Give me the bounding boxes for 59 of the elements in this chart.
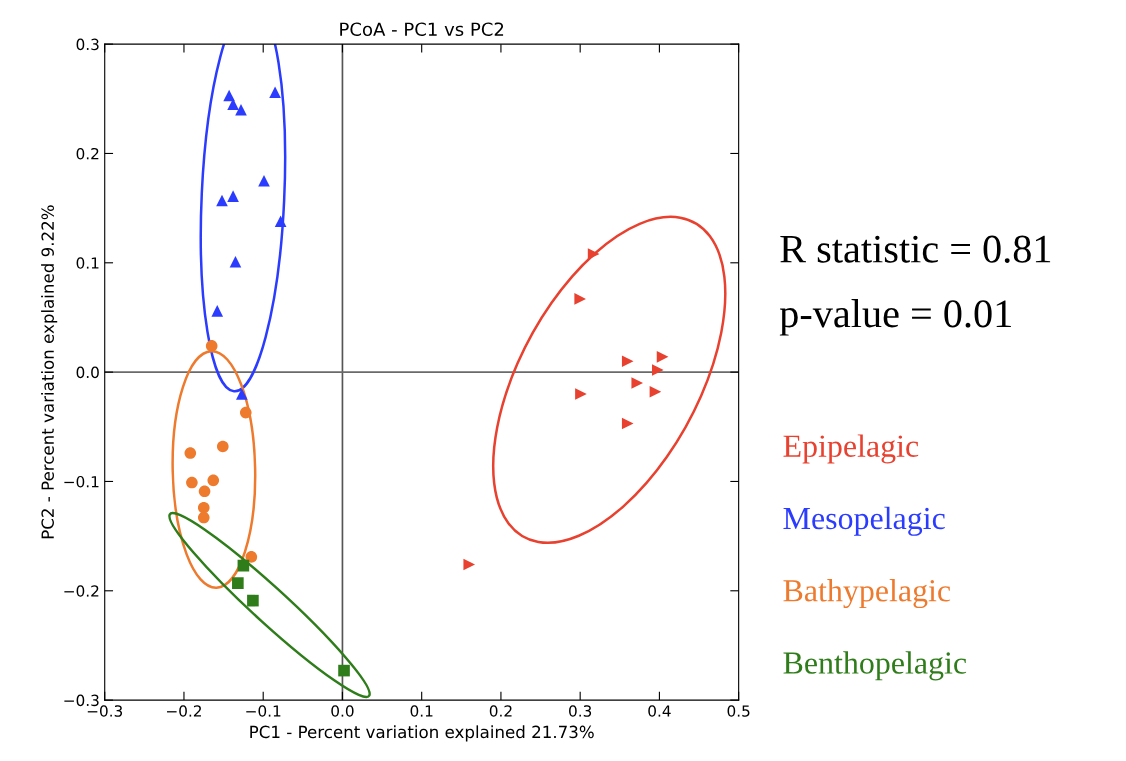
x-tick-label: −0.2 [167, 705, 201, 717]
point [197, 511, 210, 524]
point [227, 190, 239, 202]
x-tick-label: 0.2 [489, 705, 512, 717]
y-tick-label: −0.1 [64, 475, 99, 488]
x-axis-title: PC1 - Percent variation explained 21.73% [250, 725, 594, 742]
text: Epipelagic [783, 434, 919, 464]
text: Mesopelagic [783, 506, 945, 536]
chart-title: PCoA - PC1 vs PC2 [340, 22, 504, 37]
y-tick-label: 0.0 [76, 366, 99, 379]
point [258, 174, 270, 187]
point [186, 476, 198, 489]
point [631, 377, 644, 389]
point [338, 664, 350, 677]
point [235, 103, 247, 116]
x-tick-label: 0.5 [727, 705, 750, 717]
y-tick-label: 0.3 [76, 38, 99, 51]
x-tick-label: 0.0 [331, 705, 354, 717]
point [247, 594, 259, 607]
point [621, 417, 634, 430]
point [652, 364, 664, 376]
text: Benthopelagic [783, 651, 967, 681]
point [198, 485, 211, 498]
point [239, 406, 252, 419]
point [184, 447, 197, 459]
point [211, 305, 224, 317]
x-tick-label: 0.1 [410, 705, 433, 717]
point [227, 98, 239, 111]
point [216, 440, 229, 453]
point [237, 559, 250, 572]
point [245, 551, 258, 563]
point [232, 577, 244, 589]
y-axis-title: PC2 - Percent variation explained 9.22% [41, 205, 58, 539]
point [229, 255, 242, 268]
point [463, 558, 476, 571]
point [207, 474, 220, 487]
text: p-value = 0.01 [779, 299, 1011, 336]
x-tick-label: 0.4 [648, 705, 671, 717]
point [574, 293, 586, 305]
text: R statistic = 0.81 [780, 235, 1051, 263]
point [205, 340, 218, 352]
y-tick-label: 0.2 [76, 147, 99, 160]
y-tick-label: −0.2 [64, 585, 99, 597]
y-tick-label: −0.3 [64, 694, 99, 707]
point [274, 215, 287, 228]
point [656, 351, 669, 363]
point [197, 501, 210, 514]
point [236, 388, 248, 400]
point [575, 388, 587, 400]
x-tick-label: 0.3 [569, 705, 592, 717]
point [223, 89, 235, 102]
point [649, 386, 662, 398]
point [269, 86, 281, 99]
text: Bathypelagic [783, 579, 951, 609]
x-tick-label: −0.3 [87, 705, 123, 717]
point [621, 355, 634, 368]
point [587, 248, 600, 260]
x-tick-label: −0.1 [246, 705, 281, 717]
y-tick-label: 0.1 [76, 257, 99, 269]
